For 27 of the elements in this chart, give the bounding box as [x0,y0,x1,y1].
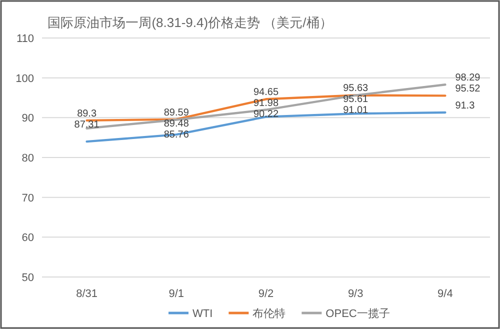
legend-label: 布伦特 [252,308,286,320]
data-label: 91.98 [253,98,279,110]
legend-label: OPEC一揽子 [326,308,390,320]
data-label: 95.52 [455,84,481,95]
data-label: 94.65 [253,87,279,98]
y-tick-label: 60 [22,232,34,244]
data-label: 98.29 [455,72,481,84]
data-label: 91.3 [455,100,476,112]
y-tick-label: 100 [16,72,34,85]
y-tick-label: 70 [22,192,34,204]
y-tick-label: 110 [16,33,34,45]
y-tick-label: 80 [22,152,34,164]
data-label: 89.59 [164,107,190,118]
y-tick-label: 90 [22,112,34,125]
x-tick-label: 9/2 [258,288,274,300]
x-tick-label: 9/3 [348,288,364,300]
legend-label: WTI [192,308,213,320]
data-label: 87.31 [74,119,100,130]
data-label: 89.48 [164,118,190,130]
chart-title: 国际原油市场一周(8.31-9.4)价格走势 （美元/桶） [48,15,332,30]
x-tick-label: 8/31 [76,288,98,300]
data-label: 95.63 [343,83,369,94]
x-tick-label: 9/4 [438,288,453,300]
data-label: 95.61 [343,94,369,106]
data-label: 89.3 [77,108,97,120]
x-tick-label: 9/1 [168,288,184,300]
y-tick-label: 50 [22,272,34,284]
